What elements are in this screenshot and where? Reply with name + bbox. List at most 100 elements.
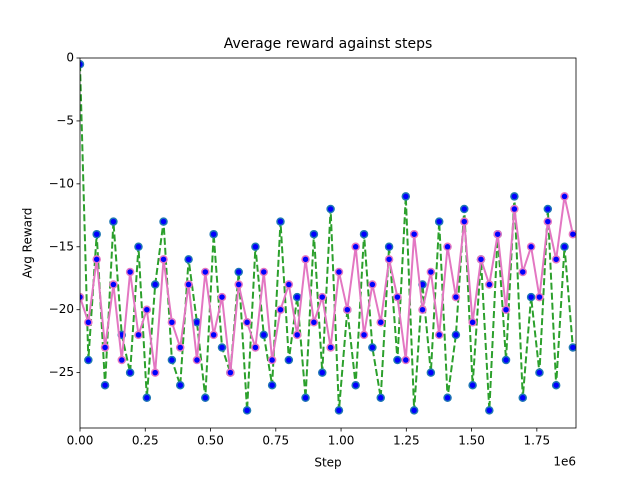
data-point <box>292 292 302 302</box>
data-point <box>242 406 252 415</box>
data-point <box>292 330 302 340</box>
axes-frame <box>79 57 577 429</box>
y-tick-label: −20 <box>49 302 74 316</box>
data-point <box>493 229 502 239</box>
x-tick-label: 1.25 <box>393 434 420 448</box>
data-point <box>175 380 185 390</box>
data-point <box>351 380 360 390</box>
data-point <box>226 368 235 377</box>
data-point <box>334 406 344 415</box>
data-point <box>393 292 402 302</box>
series-line <box>80 196 574 373</box>
data-point <box>234 267 243 277</box>
data-point <box>535 368 544 377</box>
data-point <box>209 229 218 239</box>
data-point <box>80 292 85 302</box>
data-point <box>326 204 335 214</box>
data-point <box>434 330 444 340</box>
data-point <box>84 355 93 365</box>
data-point <box>376 393 385 403</box>
data-point <box>159 255 168 264</box>
data-point <box>284 355 294 365</box>
data-point <box>109 280 118 289</box>
data-point <box>192 355 202 365</box>
x-tick-label: 0.00 <box>67 434 94 448</box>
data-point <box>510 192 519 201</box>
x-tick-label: 1.00 <box>328 434 355 448</box>
x-axis-label: Step <box>314 456 341 470</box>
data-point <box>543 217 553 226</box>
data-point <box>476 255 486 264</box>
data-point <box>276 305 285 314</box>
data-point <box>518 267 527 277</box>
data-point <box>234 280 243 289</box>
data-point <box>343 305 352 314</box>
data-point <box>267 380 277 390</box>
y-tick-label: −10 <box>49 176 74 190</box>
data-point <box>184 255 193 264</box>
data-point <box>175 343 185 352</box>
data-point <box>201 393 210 403</box>
data-point <box>209 330 218 340</box>
data-point <box>434 217 444 226</box>
data-point <box>109 217 118 226</box>
data-point <box>460 217 469 226</box>
x-tick-label: 0.50 <box>197 434 224 448</box>
data-point <box>134 330 143 340</box>
plot-area <box>80 60 576 415</box>
data-point <box>84 318 93 327</box>
data-point <box>92 229 101 239</box>
data-point <box>368 343 377 352</box>
data-point <box>351 242 360 252</box>
data-point <box>267 355 277 365</box>
data-point <box>125 368 135 377</box>
data-point <box>409 406 419 415</box>
data-point <box>301 255 310 264</box>
data-point <box>359 229 369 239</box>
data-point <box>117 355 127 365</box>
data-point <box>518 393 527 403</box>
data-point <box>318 368 327 377</box>
data-point <box>259 330 269 340</box>
data-point <box>485 406 494 415</box>
data-point <box>451 330 461 340</box>
x-tick-label: 0.25 <box>132 434 159 448</box>
x-offset-label: 1e6 <box>553 455 576 469</box>
data-point <box>510 204 519 214</box>
data-point <box>142 305 152 314</box>
data-point <box>368 280 377 289</box>
data-point <box>526 242 536 252</box>
data-point <box>551 380 561 390</box>
data-point <box>150 280 160 289</box>
data-point <box>426 267 436 277</box>
y-tick-label: −25 <box>49 365 74 379</box>
series-line <box>80 64 574 411</box>
data-point <box>409 229 419 239</box>
data-point <box>276 217 285 226</box>
data-point <box>142 393 152 403</box>
data-point <box>150 368 160 377</box>
data-point <box>401 192 411 201</box>
data-point <box>501 355 511 365</box>
data-point <box>418 305 427 314</box>
data-point <box>159 217 168 226</box>
data-point <box>543 204 553 214</box>
data-point <box>568 343 576 352</box>
data-point <box>535 292 544 302</box>
data-point <box>309 229 319 239</box>
y-tick-label: 0 <box>66 51 74 65</box>
data-point <box>560 192 569 201</box>
data-point <box>125 267 135 277</box>
data-point <box>259 267 269 277</box>
y-axis-label: Avg Reward <box>21 208 35 279</box>
data-point <box>376 318 385 327</box>
data-point <box>443 242 452 252</box>
data-point <box>468 318 477 327</box>
data-point <box>384 255 394 264</box>
data-point <box>100 343 110 352</box>
data-point <box>309 318 319 327</box>
data-point <box>526 292 536 302</box>
data-point <box>251 343 260 352</box>
data-point <box>184 280 193 289</box>
